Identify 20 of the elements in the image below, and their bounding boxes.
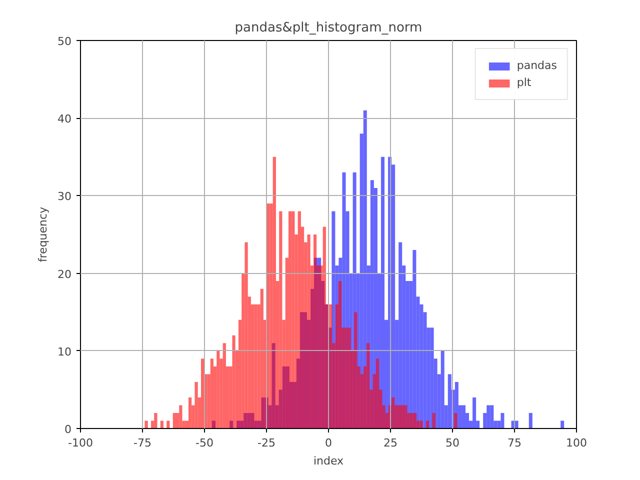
- y-tick-label: 50: [58, 35, 72, 48]
- legend-label: plt: [516, 76, 532, 89]
- x-tick-label: -75: [134, 436, 152, 450]
- x-tick-label: -100: [68, 436, 93, 450]
- x-tick-label: -50: [196, 436, 214, 450]
- x-tick-label: 75: [508, 436, 522, 450]
- x-tick-label: 25: [384, 436, 398, 450]
- y-tick-label: 20: [58, 268, 72, 281]
- x-tick-label: -25: [258, 436, 276, 450]
- y-tick-label: 10: [58, 345, 72, 358]
- y-tick-label: 40: [58, 112, 72, 126]
- x-tick-label: 0: [325, 436, 332, 450]
- legend-label: pandas: [516, 59, 557, 72]
- x-axis-title: index: [313, 454, 344, 468]
- y-tick-label: 30: [58, 190, 72, 204]
- x-tick-label: 100: [566, 436, 587, 450]
- y-axis-title: frequency: [36, 206, 50, 262]
- chart-title: pandas&plt_histogram_norm: [234, 20, 422, 36]
- x-tick-label: 50: [446, 436, 460, 450]
- y-tick-label: 0: [64, 423, 72, 436]
